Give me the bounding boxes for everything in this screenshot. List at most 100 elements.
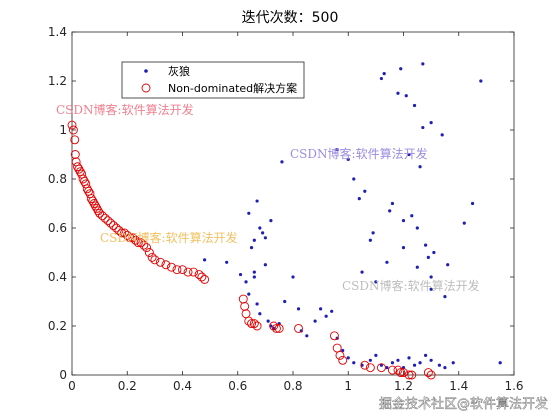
non-dominated-point bbox=[97, 211, 107, 221]
y-tick-label: 1.4 bbox=[48, 25, 67, 39]
non-dominated-point bbox=[70, 135, 80, 145]
non-dominated-point bbox=[86, 194, 96, 204]
non-dominated-point bbox=[178, 265, 187, 275]
grey-wolf-point bbox=[415, 265, 419, 269]
non-dominated-point bbox=[294, 324, 303, 333]
y-tick-label: 0.6 bbox=[48, 221, 67, 235]
x-axis: 0 0.2 0.4 0.6 0.8 1 1.2 1.4 1.6 bbox=[68, 32, 524, 393]
grey-wolf-point bbox=[247, 292, 251, 296]
grey-wolf-point bbox=[252, 275, 256, 279]
non-dominated-point bbox=[144, 248, 154, 257]
grey-wolf-point bbox=[446, 263, 450, 267]
y-axis: 0 0.2 0.4 0.6 0.8 1 1.2 1.4 bbox=[48, 25, 514, 382]
non-dominated-point bbox=[247, 319, 257, 328]
non-dominated-point bbox=[150, 255, 160, 265]
grey-wolf-point bbox=[269, 219, 273, 223]
non-dominated-point bbox=[142, 243, 152, 253]
grey-wolf-point bbox=[399, 67, 403, 71]
grey-wolf-point bbox=[418, 361, 422, 365]
grey-wolf-point bbox=[346, 356, 350, 360]
grey-wolf-point bbox=[407, 356, 411, 360]
non-dominated-point bbox=[114, 225, 124, 235]
non-dominated-point bbox=[274, 324, 284, 333]
non-dominated-point bbox=[106, 218, 116, 228]
grey-wolf-point bbox=[412, 103, 417, 108]
grey-wolf-point bbox=[283, 299, 287, 304]
x-tick-label: 0.2 bbox=[118, 379, 137, 393]
grey-wolf-point bbox=[238, 272, 243, 277]
grey-wolf-point bbox=[443, 295, 447, 299]
grey-wolf-point bbox=[385, 366, 389, 370]
non-dominated-point bbox=[120, 228, 129, 238]
non-dominated-point bbox=[82, 184, 92, 194]
non-dominated-point bbox=[91, 201, 100, 211]
grey-wolf-point bbox=[313, 319, 317, 323]
grey-wolf-point bbox=[498, 361, 502, 365]
non-dominated-point bbox=[360, 360, 370, 370]
non-dominated-point bbox=[73, 162, 82, 172]
grey-wolf-point bbox=[247, 211, 251, 215]
non-dominated-point bbox=[404, 370, 414, 380]
grey-wolf-point bbox=[470, 201, 475, 206]
y-tick-label: 0 bbox=[59, 368, 67, 382]
grey-wolf-point bbox=[451, 361, 455, 365]
non-dominated-point bbox=[426, 370, 436, 380]
grey-wolf-point bbox=[252, 270, 256, 274]
non-dominated-point bbox=[338, 355, 348, 365]
grey-wolf-point bbox=[360, 270, 364, 274]
y-tick-label: 1 bbox=[59, 123, 67, 137]
grey-wolf-point bbox=[401, 246, 406, 250]
non-dominated-point bbox=[166, 262, 176, 272]
y-tick-label: 0.8 bbox=[48, 172, 67, 186]
grey-wolf-point bbox=[352, 361, 356, 365]
grey-wolf-point bbox=[379, 363, 383, 367]
grey-wolf-point bbox=[462, 221, 466, 225]
series-grey-wolf bbox=[203, 62, 502, 370]
grey-wolf-point bbox=[382, 72, 386, 76]
grey-wolf-point bbox=[407, 152, 411, 157]
non-dominated-point bbox=[249, 319, 259, 328]
grey-wolf-point bbox=[374, 280, 378, 284]
legend-dot-marker bbox=[144, 69, 148, 73]
grey-wolf-point bbox=[440, 133, 444, 137]
non-dominated-point bbox=[147, 252, 157, 262]
grey-wolf-point bbox=[388, 209, 392, 213]
x-tick-label: 0 bbox=[68, 379, 76, 393]
grey-wolf-point bbox=[479, 79, 483, 83]
non-dominated-point bbox=[189, 267, 199, 277]
non-dominated-point bbox=[88, 196, 98, 206]
grey-wolf-point bbox=[426, 255, 430, 259]
grey-wolf-point bbox=[352, 177, 356, 181]
non-dominated-point bbox=[194, 270, 204, 279]
grey-wolf-point bbox=[401, 219, 406, 223]
non-dominated-point bbox=[161, 260, 171, 270]
footer-watermark: 掘金技术社区@软件算法开发 bbox=[379, 396, 548, 412]
non-dominated-point bbox=[335, 350, 345, 360]
non-dominated-point bbox=[365, 363, 375, 373]
grey-wolf-point bbox=[258, 312, 262, 316]
non-dominated-point bbox=[396, 368, 406, 377]
non-dominated-point bbox=[407, 370, 417, 380]
grey-wolf-point bbox=[412, 363, 417, 367]
grey-wolf-point bbox=[379, 76, 383, 81]
grey-wolf-point bbox=[443, 366, 447, 370]
grey-wolf-point bbox=[415, 226, 419, 230]
grey-wolf-point bbox=[305, 334, 309, 338]
series-non-dominated bbox=[67, 120, 436, 380]
x-tick-label: 0.4 bbox=[173, 379, 192, 393]
grey-wolf-point bbox=[324, 314, 328, 318]
non-dominated-point bbox=[139, 240, 149, 250]
non-dominated-point bbox=[269, 321, 279, 331]
grey-wolf-point bbox=[357, 197, 361, 201]
grey-wolf-point bbox=[252, 238, 256, 242]
non-dominated-point bbox=[117, 228, 127, 238]
grey-wolf-point bbox=[261, 231, 265, 235]
watermark-text: CSDN博客:软件算法开发 bbox=[342, 278, 480, 293]
non-dominated-point bbox=[238, 294, 248, 304]
non-dominated-point bbox=[131, 235, 140, 245]
grey-wolf-point bbox=[404, 94, 408, 98]
grey-wolf-point bbox=[249, 246, 254, 250]
grey-wolf-point bbox=[291, 275, 295, 279]
grey-wolf-point bbox=[429, 275, 433, 279]
x-tick-label: 0.6 bbox=[228, 379, 247, 393]
